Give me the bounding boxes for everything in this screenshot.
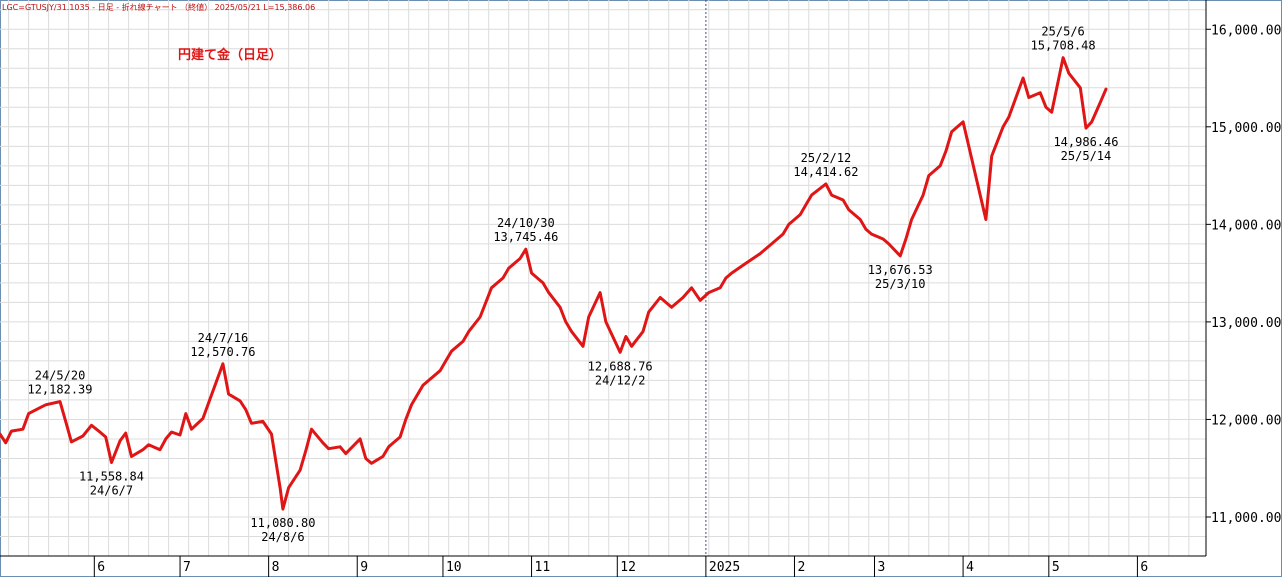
annotation-line1: 25/5/6 (1041, 25, 1084, 39)
annotation-line1: 11,080.80 (250, 516, 315, 530)
x-tick-label: 9 (360, 560, 368, 575)
annotation-line1: 25/2/12 (801, 151, 852, 165)
annotation-line1: 24/7/16 (198, 331, 249, 345)
x-tick-label: 7 (183, 560, 191, 575)
chart-header-text: LGC=GTUSJY/31.1035 - 日足 - 折れ線チャート （終値） 2… (2, 2, 315, 12)
x-tick-label: 2 (797, 560, 805, 575)
chart-title: 円建て金（日足） (178, 47, 282, 63)
annotation-line2: 25/5/14 (1061, 149, 1112, 163)
annotation-line1: 14,986.46 (1053, 135, 1118, 149)
x-tick-label: 3 (877, 560, 885, 575)
x-tick-label: 10 (446, 560, 462, 575)
y-axis-ticks: 11,000.00 12,000.00 13,000.00 14,000.00 15,0… (1206, 23, 1281, 526)
annotation-line1: 11,558.84 (79, 469, 144, 483)
x-tick-label: 12 (620, 560, 636, 575)
annotation-line2: 12,182.39 (27, 383, 92, 397)
annotation-line2: 24/12/2 (595, 373, 646, 387)
annotation-line1: 24/10/30 (497, 216, 555, 230)
x-tick-label: 5 (1052, 560, 1060, 575)
annotation-line2: 25/3/10 (875, 277, 926, 291)
x-tick-label: 2025 (709, 560, 740, 575)
y-tick-label: 12,000.00 (1211, 413, 1281, 428)
x-axis-ticks: 6 7 8 9 10 11 12 2025 2 3 4 5 6 (93, 556, 1148, 577)
x-tick-label: 6 (97, 560, 105, 575)
y-tick-label: 14,000.00 (1211, 218, 1281, 233)
peak-trough-annotations: 24/5/2012,182.3911,558.8424/6/724/7/1612… (27, 25, 1118, 544)
x-tick-label: 8 (272, 560, 280, 575)
x-tick-label: 4 (966, 560, 974, 575)
annotation-line2: 12,570.76 (190, 345, 255, 359)
annotation-line1: 24/5/20 (35, 369, 86, 383)
price-series-line (0, 56, 1108, 511)
y-tick-label: 16,000.00 (1211, 23, 1281, 38)
y-tick-label: 11,000.00 (1211, 511, 1281, 526)
annotation-line2: 24/6/7 (90, 483, 133, 497)
annotation-line2: 15,708.48 (1031, 39, 1096, 53)
annotation-line1: 12,688.76 (588, 359, 653, 373)
annotation-line2: 13,745.46 (493, 230, 558, 244)
y-tick-label: 15,000.00 (1211, 121, 1281, 136)
x-tick-label: 6 (1140, 560, 1148, 575)
y-tick-label: 13,000.00 (1211, 316, 1281, 331)
x-tick-label: 11 (535, 560, 551, 575)
annotation-line2: 14,414.62 (793, 165, 858, 179)
annotation-line2: 24/8/6 (261, 530, 304, 544)
annotation-line1: 13,676.53 (868, 263, 933, 277)
